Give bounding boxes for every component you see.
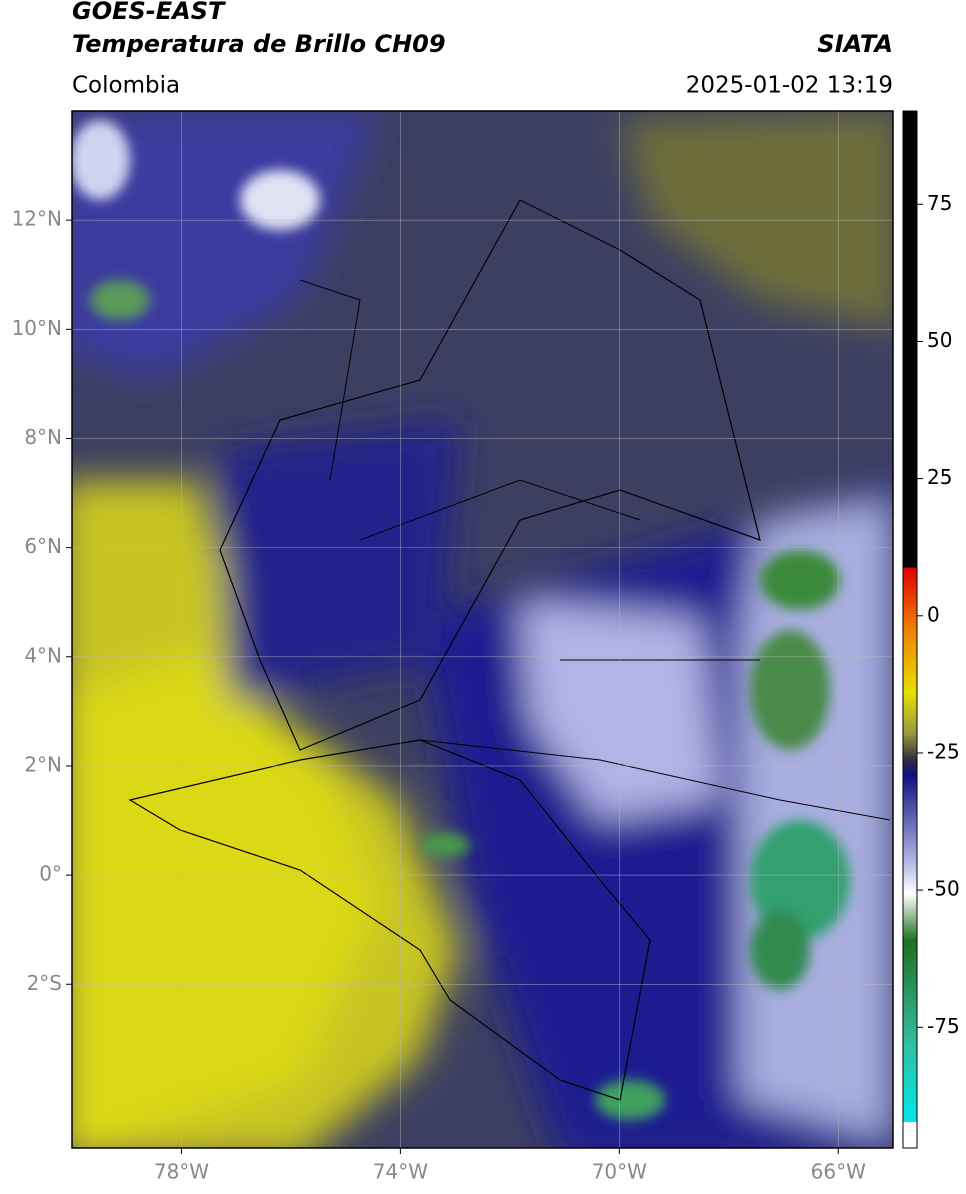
colorbar-tick-label: 50 xyxy=(927,328,952,352)
title: GOES-EAST xyxy=(72,0,226,25)
y-tick-label: 4°N xyxy=(24,643,62,667)
x-tick-label: 70°W xyxy=(592,1160,647,1184)
colorbar-tick-label: -50 xyxy=(927,877,960,901)
timestamp: 2025-01-02 13:19 xyxy=(686,73,893,99)
map-frame xyxy=(71,110,894,1149)
y-tick-label: 6°N xyxy=(24,534,62,558)
x-tick-label: 66°W xyxy=(811,1160,866,1184)
y-tick-label: 8°N xyxy=(24,425,62,449)
y-tick-label: 0° xyxy=(39,862,62,886)
x-tick-label: 74°W xyxy=(373,1160,428,1184)
satellite-image xyxy=(72,111,893,1148)
colorbar-tick-label: -25 xyxy=(927,739,960,763)
colorbar xyxy=(902,110,918,1149)
subtitle: Temperatura de Brillo CH09 xyxy=(72,30,446,58)
y-tick-label: 2°S xyxy=(27,971,62,995)
region: Colombia xyxy=(72,73,180,99)
x-tick-label: 78°W xyxy=(154,1160,209,1184)
y-tick-label: 10°N xyxy=(12,316,62,340)
y-tick-label: 2°N xyxy=(24,752,62,776)
colorbar-tick-label: 0 xyxy=(927,602,940,626)
colorbar-tick-label: 25 xyxy=(927,465,952,489)
grid xyxy=(72,111,893,1148)
colorbar-tick-label: -75 xyxy=(927,1014,960,1038)
colorbar-tick-label: 75 xyxy=(927,191,952,215)
y-tick-label: 12°N xyxy=(12,207,62,231)
source: SIATA xyxy=(817,30,893,58)
